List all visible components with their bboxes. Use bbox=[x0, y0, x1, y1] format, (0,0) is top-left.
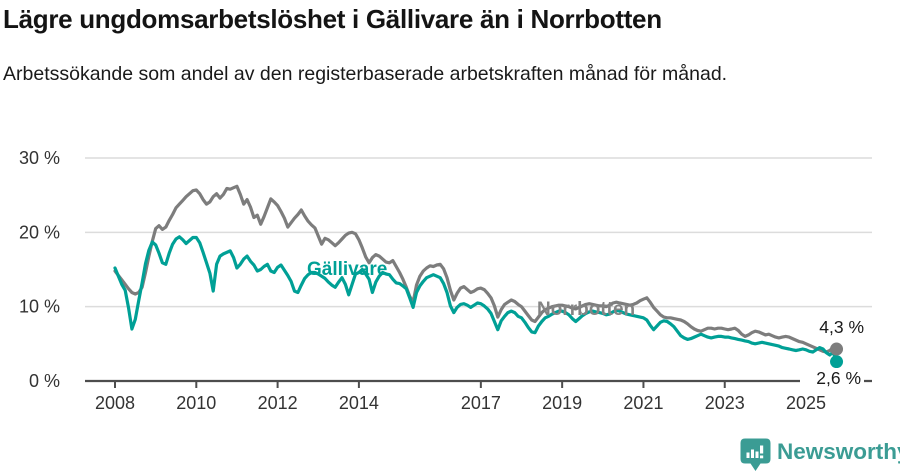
series-line-norrbotten bbox=[113, 184, 839, 354]
y-tick-label: 20 % bbox=[19, 222, 60, 242]
x-tick-label: 2012 bbox=[258, 393, 298, 413]
page-subtitle: Arbetssökande som andel av den registerb… bbox=[3, 63, 728, 85]
series-end-dot-gallivare bbox=[830, 355, 844, 369]
x-tick-label: 2008 bbox=[95, 393, 135, 413]
series-label-gallivare: Gällivare bbox=[307, 259, 388, 280]
x-tick-label: 2025 bbox=[786, 393, 826, 413]
newsworthy-logo-icon bbox=[740, 438, 771, 471]
series-line-gallivare bbox=[113, 235, 839, 364]
x-tick-label: 2019 bbox=[542, 393, 582, 413]
x-tick-label: 2023 bbox=[705, 393, 745, 413]
end-value-label-gallivare: 2,6 % bbox=[800, 368, 864, 389]
page-title: Lägre ungdomsarbetslöshet i Gällivare än… bbox=[3, 4, 662, 34]
x-tick-label: 2021 bbox=[623, 393, 663, 413]
x-tick-label: 2010 bbox=[176, 393, 216, 413]
y-tick-label: 0 % bbox=[29, 371, 60, 391]
series-end-dot-norrbotten bbox=[830, 342, 844, 356]
series-label-norrbotten: Norrbotten bbox=[537, 299, 636, 320]
x-tick-label: 2014 bbox=[339, 393, 379, 413]
end-value-label-norrbotten: 4,3 % bbox=[819, 317, 864, 337]
newsworthy-brand-text: Newsworthy bbox=[777, 439, 900, 464]
x-tick-label: 2017 bbox=[461, 393, 501, 413]
y-tick-label: 10 % bbox=[19, 297, 60, 317]
y-tick-label: 30 % bbox=[19, 148, 60, 168]
